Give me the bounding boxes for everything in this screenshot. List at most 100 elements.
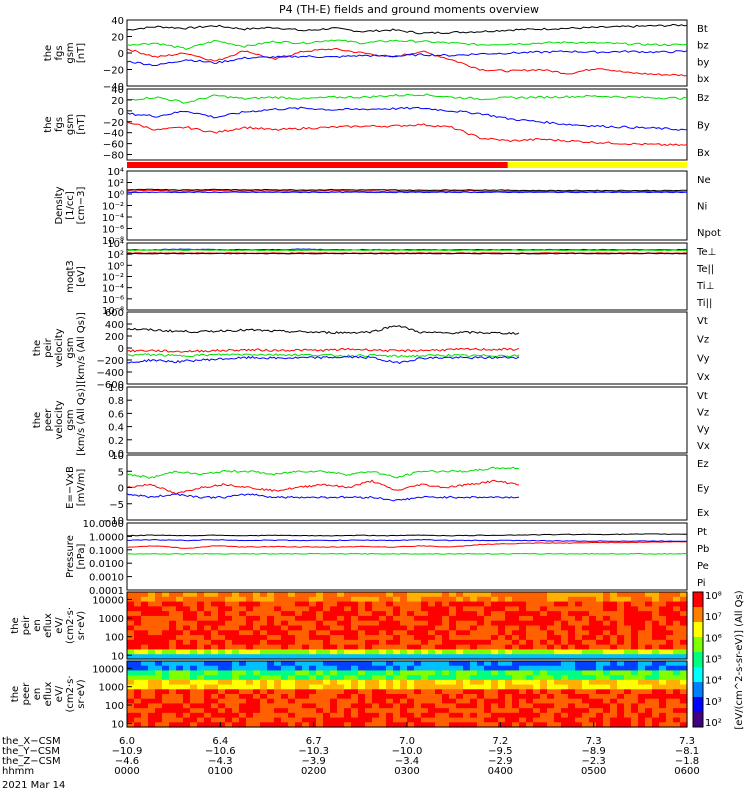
y-tick-label: −40 (103, 129, 124, 140)
heatmap-cell (449, 684, 457, 690)
heatmap-cell (281, 644, 289, 651)
heatmap-cell (561, 661, 569, 667)
heatmap-cell (512, 717, 520, 723)
heatmap-cell (442, 661, 450, 667)
heatmap-cell (463, 625, 471, 631)
heatmap-cell (218, 611, 226, 617)
heatmap-cell (267, 679, 275, 686)
heatmap-cell (323, 698, 331, 705)
heatmap-cell (463, 630, 471, 636)
heatmap-cell (393, 654, 401, 660)
heatmap-cell (498, 722, 506, 728)
heatmap-cell (197, 698, 205, 705)
heatmap-cell (624, 611, 632, 617)
heatmap-cell (281, 601, 289, 607)
heatmap-cell (617, 684, 625, 690)
heatmap-cell (582, 684, 590, 690)
heatmap-cell (442, 722, 450, 728)
heatmap-cell (673, 698, 681, 705)
heatmap-cell (631, 670, 639, 676)
heatmap-cell (218, 644, 226, 651)
heatmap-cell (148, 620, 156, 627)
heatmap-cell (673, 679, 681, 686)
heatmap-cell (652, 712, 660, 719)
heatmap-cell (246, 717, 254, 723)
heatmap-cell (246, 712, 254, 719)
heatmap-cell (134, 670, 142, 676)
y-tick-label: 10⁻⁸ (102, 236, 124, 247)
heatmap-cell (680, 639, 688, 646)
heatmap-cell (414, 689, 422, 695)
heatmap-cell (365, 684, 373, 690)
heatmap-cell (631, 592, 639, 598)
heatmap-cell (183, 712, 191, 719)
heatmap-cell (603, 675, 611, 681)
heatmap-cell (554, 615, 562, 622)
heatmap-cell (393, 708, 401, 714)
heatmap-cell (631, 679, 639, 686)
y-axis-label: fgs (54, 45, 65, 60)
heatmap-cell (470, 654, 478, 660)
y-axis-label: eV/ (54, 617, 65, 634)
heatmap-cell (379, 679, 387, 686)
heatmap-cell (393, 611, 401, 617)
heatmap-cell (596, 712, 604, 719)
heatmap-cell (631, 698, 639, 705)
heatmap-cell (134, 639, 142, 646)
heatmap-cell (183, 670, 191, 676)
heatmap-cell (659, 717, 667, 723)
heatmap-cell (372, 698, 380, 705)
heatmap-cell (281, 592, 289, 598)
heatmap-cell (204, 703, 212, 709)
heatmap-cell (351, 620, 359, 627)
heatmap-cell (533, 703, 541, 709)
heatmap-cell (554, 708, 562, 714)
heatmap-cell (526, 606, 534, 612)
heatmap-cell (512, 703, 520, 709)
heatmap-cell (540, 684, 548, 690)
heatmap-cell (540, 670, 548, 676)
heatmap-cell (498, 601, 506, 607)
heatmap-cell (533, 635, 541, 641)
heatmap-cell (554, 625, 562, 631)
legend-entry: Vy (697, 424, 710, 435)
heatmap-cell (372, 606, 380, 612)
heatmap-cell (141, 717, 149, 723)
heatmap-cell (505, 615, 513, 622)
heatmap-cell (372, 596, 380, 603)
heatmap-cell (225, 611, 233, 617)
heatmap-cell (407, 654, 415, 660)
heatmap-cell (645, 649, 653, 655)
heatmap-cell (246, 654, 254, 660)
heatmap-cell (372, 615, 380, 622)
heatmap-cell (351, 675, 359, 681)
heatmap-cell (274, 596, 282, 603)
heatmap-cell (302, 601, 310, 607)
heatmap-cell (624, 703, 632, 709)
heatmap-cell (260, 661, 268, 667)
heatmap-cell (337, 712, 345, 719)
heatmap-cell (337, 679, 345, 686)
heatmap-cell (442, 654, 450, 660)
heatmap-cell (288, 698, 296, 705)
heatmap-cell (435, 620, 443, 627)
heatmap-cell (155, 661, 163, 667)
heatmap-cell (274, 592, 282, 598)
heatmap-cell (603, 722, 611, 728)
heatmap-cell (652, 661, 660, 667)
heatmap-cell (442, 717, 450, 723)
heatmap-cell (204, 712, 212, 719)
heatmap-cell (302, 689, 310, 695)
legend-entry: Bz (697, 93, 709, 104)
heatmap-cell (134, 601, 142, 607)
heatmap-cell (575, 630, 583, 636)
heatmap-cell (141, 596, 149, 603)
y-axis-label: peir (43, 337, 54, 357)
heatmap-cell (652, 615, 660, 622)
heatmap-cell (393, 694, 401, 700)
heatmap-cell (421, 644, 429, 651)
heatmap-cell (176, 665, 184, 672)
heatmap-cell (680, 615, 688, 622)
heatmap-cell (414, 679, 422, 686)
